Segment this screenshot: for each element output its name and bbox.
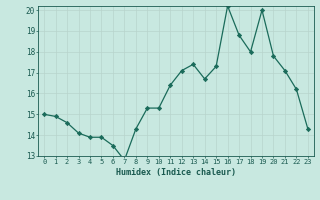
X-axis label: Humidex (Indice chaleur): Humidex (Indice chaleur) bbox=[116, 168, 236, 177]
